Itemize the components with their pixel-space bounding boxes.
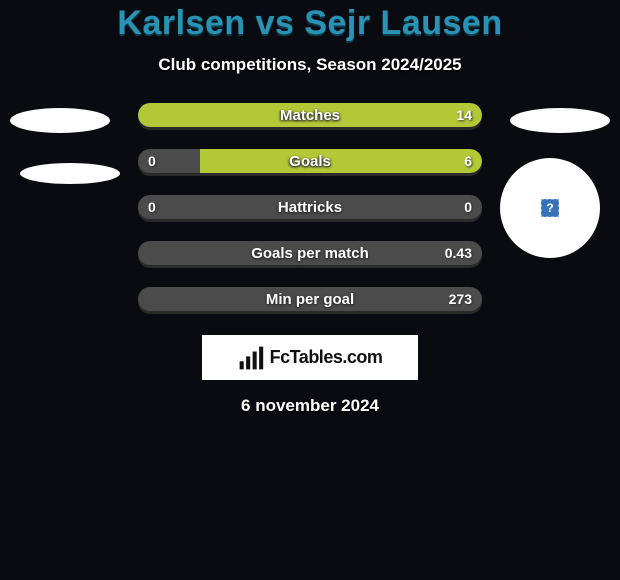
stat-value-right: 0 — [464, 195, 472, 219]
right-ellipse-top — [510, 108, 610, 133]
date-text: 6 november 2024 — [0, 396, 620, 416]
stat-value-left: 0 — [148, 195, 156, 219]
stat-bars: Matches14Goals06Hattricks00Goals per mat… — [138, 103, 482, 311]
page-title: Karlsen vs Sejr Lausen — [0, 4, 620, 43]
stat-fill-right — [138, 103, 482, 127]
stat-bar: Min per goal273 — [138, 287, 482, 311]
stat-fill-right — [200, 149, 482, 173]
stat-bar: Matches14 — [138, 103, 482, 127]
left-ellipse-bottom — [20, 163, 120, 184]
stat-value-left: 0 — [148, 149, 156, 173]
stat-label: Min per goal — [138, 287, 482, 311]
missing-image-badge-text: ? — [546, 201, 553, 215]
stat-bar: Goals per match0.43 — [138, 241, 482, 265]
stat-label: Hattricks — [138, 195, 482, 219]
page-subtitle: Club competitions, Season 2024/2025 — [0, 55, 620, 75]
stat-bar: Hattricks0 0 — [138, 195, 482, 219]
left-ellipse-top — [10, 108, 110, 133]
brand-badge: FcTables.com — [202, 335, 418, 380]
comparison-card: Karlsen vs Sejr Lausen Club competitions… — [0, 0, 620, 580]
brand-bars-icon — [238, 345, 264, 371]
stat-label: Goals per match — [138, 241, 482, 265]
missing-image-icon: ? — [541, 199, 559, 217]
chart-stage: ? Matches14Goals06Hattricks00Goals per m… — [0, 103, 620, 311]
brand-text: FcTables.com — [270, 347, 383, 368]
right-avatar-circle: ? — [500, 158, 600, 258]
stat-bar: Goals06 — [138, 149, 482, 173]
stat-value-right: 273 — [449, 287, 472, 311]
stat-value-right: 0.43 — [445, 241, 472, 265]
